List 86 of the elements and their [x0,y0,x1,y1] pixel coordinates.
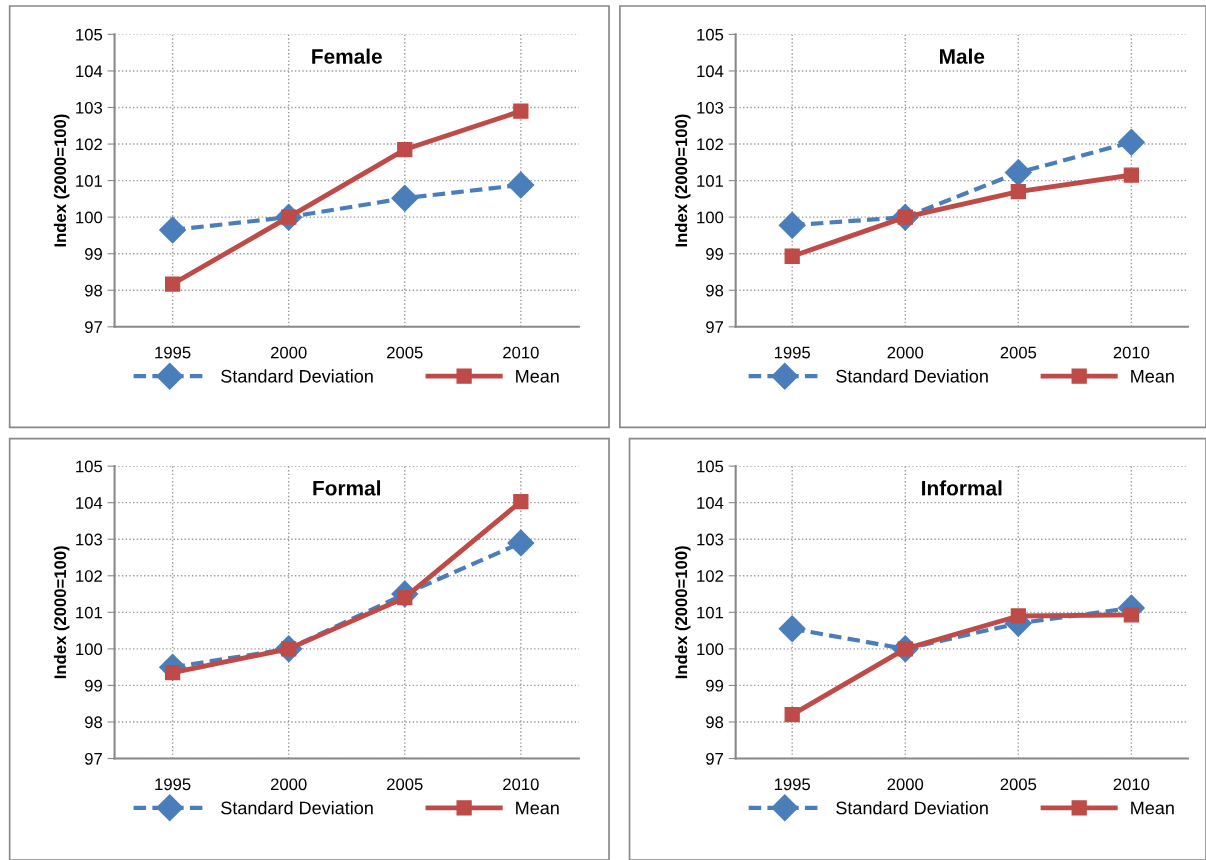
point [1117,128,1145,156]
text: Female [312,48,382,64]
point [1004,159,1032,187]
y-tick-label: 99 [85,679,102,692]
y-tick-label: 103 [697,101,724,114]
point [513,103,529,119]
x-tick-label: 2005 [387,778,423,791]
text: Male [940,48,985,64]
point [507,529,535,557]
y-tick-label: 99 [706,248,724,260]
y-tick-label: 102 [697,138,724,151]
y-tick-label: 105 [76,460,103,473]
text: Informal [922,480,1002,496]
x-tick-label: 2010 [503,346,539,359]
x-tick-label: 2000 [887,778,924,791]
y-tick-label: 98 [706,716,724,729]
legend-label: Mean [516,370,559,383]
legend-label: Standard Deviation [836,801,988,815]
point [513,493,529,510]
y-tick-label: 99 [85,248,102,260]
point [1010,608,1026,624]
x-tick-label: 2010 [503,778,539,791]
y-tick-label: 104 [76,497,103,509]
point [397,141,413,158]
x-tick-label: 1995 [155,346,191,359]
point [1123,607,1140,623]
y-tick-label: 97 [85,752,102,765]
x-tick-label: 1995 [774,778,811,791]
y-tick-label: 103 [76,101,103,114]
legend-label: Mean [516,801,559,815]
x-tick-label: 1995 [155,778,191,791]
y-tick-label: 104 [697,65,724,78]
point [784,248,800,264]
y-tick-label: 103 [76,533,103,546]
y-tick-label: 97 [706,752,724,765]
legend-label: Standard Deviation [221,801,373,815]
x-tick-label: 2005 [1000,778,1037,791]
x-tick-label: 2000 [270,346,307,359]
y-tick-label: 105 [76,28,103,41]
x-tick-label: 2010 [1113,346,1150,359]
legend-label: Standard Deviation [836,369,988,383]
y-axis-title: Index (2000=100) [674,114,691,247]
y-tick-label: 101 [697,175,724,187]
y-tick-label: 104 [76,65,103,78]
point [1123,167,1140,183]
y-tick-label: 100 [697,211,724,224]
legend-label: Mean [1131,801,1174,815]
x-tick-label: 2005 [387,346,423,359]
y-tick-label: 102 [697,570,724,582]
point [391,184,419,212]
y-tick-label: 98 [706,284,724,297]
y-tick-label: 97 [706,321,724,333]
y-tick-label: 101 [76,606,102,619]
point [778,615,806,643]
y-tick-label: 105 [697,28,724,41]
x-tick-label: 2005 [1000,346,1037,359]
y-tick-label: 101 [76,175,102,187]
y-axis-title: Index (2000=100) [53,546,70,679]
legend-label: Mean [1131,370,1174,383]
y-tick-label: 100 [76,211,103,224]
x-tick-label: 2000 [270,778,307,791]
x-tick-label: 2010 [1113,778,1150,791]
y-tick-label: 101 [697,606,724,619]
point [159,216,187,244]
y-tick-label: 102 [76,570,102,582]
y-tick-label: 102 [76,138,102,151]
y-axis-title: Index (2000=100) [674,546,691,679]
y-tick-label: 99 [706,679,724,692]
y-tick-label: 98 [85,284,103,297]
point [164,276,181,292]
y-tick-label: 105 [697,460,724,473]
text: Formal [313,480,380,496]
legend-label: Standard Deviation [221,369,373,383]
point [507,171,535,199]
point [784,707,800,723]
y-axis-title: Index (2000=100) [53,114,70,247]
x-tick-label: 2000 [887,346,924,359]
y-tick-label: 98 [85,716,103,729]
y-tick-label: 100 [76,643,103,656]
y-tick-label: 103 [697,533,724,546]
point [778,211,806,239]
y-tick-label: 100 [697,643,724,656]
point [1010,183,1026,200]
y-tick-label: 97 [85,321,102,333]
x-tick-label: 1995 [774,346,811,359]
y-tick-label: 104 [697,497,724,509]
